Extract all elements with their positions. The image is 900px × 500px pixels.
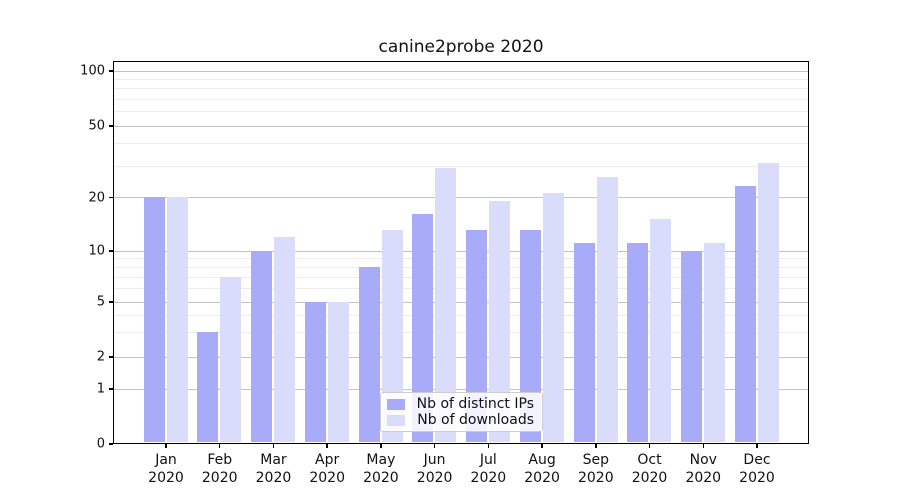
bar-downloads-dec xyxy=(757,163,779,443)
bar-distinct-ips-apr xyxy=(304,301,326,443)
y-tick-0 xyxy=(109,443,113,445)
chart-title: canine2probe 2020 xyxy=(378,37,544,57)
y-tick-5 xyxy=(109,301,113,303)
x-tick-label-apr: Apr 2020 xyxy=(309,452,345,486)
bar-distinct-ips-aug xyxy=(519,230,541,443)
y-tick-label-100: 100 xyxy=(80,63,105,79)
bar-downloads-feb xyxy=(220,276,242,443)
bar-downloads-jan xyxy=(166,197,188,443)
bar-downloads-aug xyxy=(542,193,564,443)
bar-downloads-oct xyxy=(650,219,672,443)
y-axis-labels: 0 1 2 5 10 20 50 100 xyxy=(63,0,105,500)
y-tick-label-10: 10 xyxy=(88,243,105,259)
y-tick-20 xyxy=(109,196,113,199)
x-tick-label-jun: Jun 2020 xyxy=(416,452,453,486)
x-tick-label-nov: Nov 2020 xyxy=(685,452,722,486)
y-tick-label-1: 1 xyxy=(96,381,105,397)
gridline-y-6 xyxy=(114,288,808,290)
bar-downloads-mar xyxy=(274,236,296,443)
y-tick-10 xyxy=(109,250,113,252)
x-tick-label-sep: Sep 2020 xyxy=(577,452,614,486)
y-tick-100 xyxy=(109,70,113,72)
gridline-y-3 xyxy=(114,332,808,334)
x-tick-label-aug: Aug 2020 xyxy=(524,452,560,486)
bar-downloads-apr xyxy=(327,301,349,443)
bar-downloads-jun xyxy=(435,168,457,443)
y-tick-2 xyxy=(109,356,113,358)
gridline-y-40 xyxy=(114,143,808,145)
x-tick-label-jan: Jan 2020 xyxy=(148,452,184,486)
gridline-y-30 xyxy=(114,165,808,167)
x-tick-label-jul: Jul 2020 xyxy=(470,452,507,486)
x-tick-mar xyxy=(272,444,275,448)
gridline-y-90 xyxy=(114,79,808,81)
x-tick-aug xyxy=(541,444,543,448)
gridline-y-60 xyxy=(114,111,808,113)
x-tick-oct xyxy=(648,444,651,448)
gridline-y-4 xyxy=(114,315,808,317)
x-tick-label-feb: Feb 2020 xyxy=(201,452,238,486)
bar-downloads-nov xyxy=(703,243,725,443)
gridline-y-20 xyxy=(114,197,808,199)
legend-entry-distinct-ips: Nb of distinct IPs xyxy=(387,396,534,412)
x-tick-jan xyxy=(165,444,167,448)
x-tick-feb xyxy=(219,444,221,448)
bar-downloads-may xyxy=(381,230,403,443)
bar-distinct-ips-jan xyxy=(143,197,165,443)
gridline-y-5 xyxy=(114,301,808,303)
y-tick-label-20: 20 xyxy=(88,190,105,205)
legend-label-downloads: Nb of downloads xyxy=(417,412,534,428)
legend: Nb of distinct IPs Nb of downloads xyxy=(380,392,543,432)
legend-swatch-downloads xyxy=(387,414,406,426)
x-tick-label-oct: Oct 2020 xyxy=(631,452,668,486)
x-tick-jul xyxy=(487,444,490,448)
bar-distinct-ips-nov xyxy=(680,250,702,443)
bar-distinct-ips-may xyxy=(358,267,380,443)
x-tick-jun xyxy=(433,444,436,448)
y-tick-1 xyxy=(109,388,113,390)
gridline-y-50 xyxy=(114,125,808,127)
gridline-y-7 xyxy=(114,276,808,278)
x-tick-apr xyxy=(326,444,328,448)
bar-downloads-jul xyxy=(489,201,511,443)
y-tick-label-5: 5 xyxy=(96,294,105,310)
x-tick-nov xyxy=(702,444,704,448)
gridline-y-80 xyxy=(114,88,808,90)
bar-distinct-ips-dec xyxy=(734,186,756,443)
gridline-y-8 xyxy=(114,267,808,269)
x-tick-label-may: May 2020 xyxy=(363,452,399,486)
bar-distinct-ips-oct xyxy=(627,243,649,443)
bar-distinct-ips-mar xyxy=(251,250,273,443)
x-tick-label-dec: Dec 2020 xyxy=(739,452,775,486)
legend-swatch-distinct-ips xyxy=(387,398,405,410)
gridline-y-70 xyxy=(114,99,808,100)
y-tick-label-0: 0 xyxy=(96,436,105,452)
legend-entry-downloads: Nb of downloads xyxy=(387,412,534,428)
gridline-y-10 xyxy=(114,250,808,252)
gridline-y-2 xyxy=(114,356,808,358)
gridline-y-100 xyxy=(114,70,808,72)
x-tick-sep xyxy=(595,444,597,448)
plot-area xyxy=(113,61,809,444)
legend-label-distinct-ips: Nb of distinct IPs xyxy=(416,396,534,412)
bar-distinct-ips-jul xyxy=(466,230,488,443)
bar-distinct-ips-jun xyxy=(412,214,434,443)
y-tick-50 xyxy=(109,125,113,127)
gridline-y-1 xyxy=(114,388,808,390)
x-tick-dec xyxy=(756,444,758,448)
x-tick-may xyxy=(380,444,382,448)
y-tick-label-50: 50 xyxy=(88,118,105,134)
gridline-y-9 xyxy=(114,258,808,260)
x-tick-label-mar: Mar 2020 xyxy=(255,452,292,486)
y-tick-label-2: 2 xyxy=(96,349,105,365)
bar-distinct-ips-sep xyxy=(573,243,595,443)
bar-downloads-sep xyxy=(596,176,618,443)
bar-distinct-ips-feb xyxy=(197,332,219,443)
